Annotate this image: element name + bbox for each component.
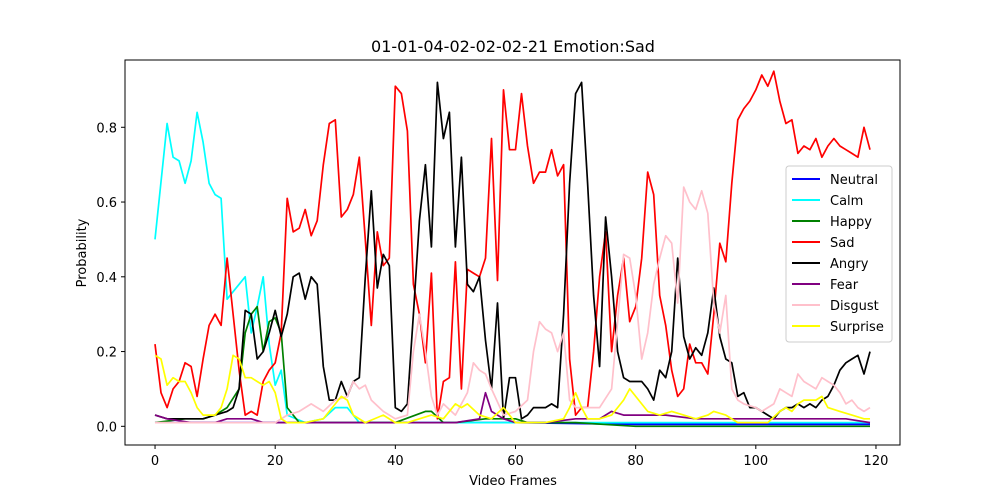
series-line-happy: [154, 305, 870, 428]
legend: Neutral Calm Happy Sad Angry Fear Disgust Surpr…: [785, 165, 893, 343]
legend-label-calm: Calm: [830, 194, 863, 209]
x-axis-label: Video Frames: [469, 474, 557, 489]
legend-box: [785, 165, 893, 343]
x-tick-label: 0: [151, 454, 159, 469]
x-axis: 0 20 40 60 80 100 120: [151, 445, 888, 469]
y-tick-label: 0.4: [96, 271, 117, 286]
y-tick-label: 0.2: [96, 346, 117, 361]
legend-label-surprise: Surprise: [830, 320, 884, 335]
legend-label-neutral: Neutral: [830, 173, 878, 188]
series-line-angry: [154, 81, 871, 420]
plot-frame: [124, 59, 901, 446]
x-tick-label: 20: [267, 454, 284, 469]
series-line-sad: [154, 70, 871, 420]
x-tick-label: 60: [507, 454, 524, 469]
x-tick-label: 100: [743, 454, 768, 469]
series-line-calm: [154, 111, 870, 424]
legend-label-happy: Happy: [830, 215, 872, 230]
legend-label-fear: Fear: [830, 278, 859, 293]
y-tick-label: 0.0: [96, 420, 117, 435]
y-axis: 0.0 0.2 0.4 0.6 0.8: [96, 121, 125, 435]
x-tick-label: 80: [627, 454, 644, 469]
x-tick-label: 120: [864, 454, 889, 469]
legend-label-sad: Sad: [830, 236, 854, 251]
series-line-surprise: [154, 354, 870, 424]
series-line-disgust: [155, 186, 871, 424]
y-axis-label: Probability: [75, 218, 90, 287]
y-tick-label: 0.6: [96, 196, 117, 211]
y-tick-label: 0.8: [96, 121, 117, 136]
legend-label-angry: Angry: [830, 257, 869, 272]
series-layer: [154, 70, 871, 428]
chart-title: 01-01-04-02-02-02-21 Emotion:Sad: [371, 37, 655, 56]
x-tick-label: 40: [387, 454, 404, 469]
legend-label-disgust: Disgust: [830, 299, 879, 314]
series-line-fear: [154, 391, 871, 424]
